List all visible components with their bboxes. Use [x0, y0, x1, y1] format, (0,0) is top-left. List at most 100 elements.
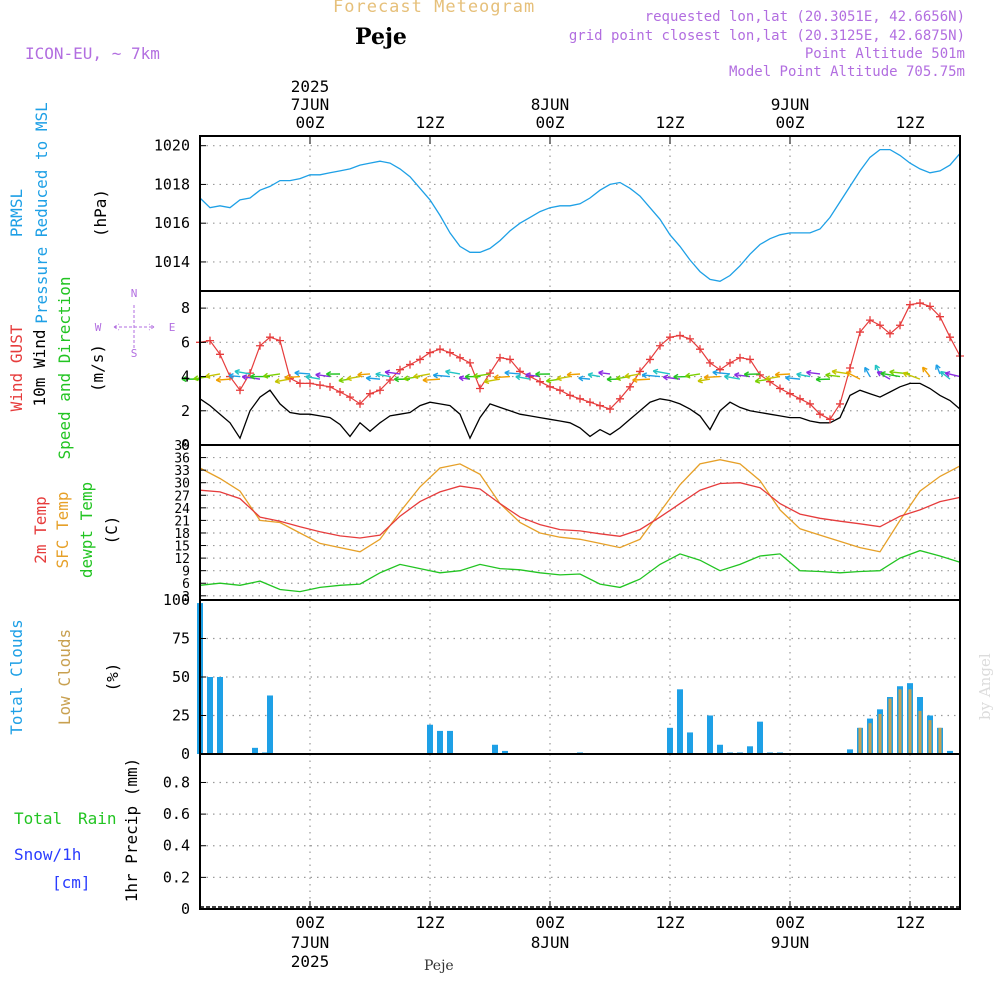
wind-gust-point	[646, 355, 654, 364]
info-point-altitude: Point Altitude 501m	[804, 46, 965, 62]
wind-direction-arrowhead	[652, 368, 659, 375]
wind-direction-arrowhead	[864, 366, 870, 373]
wind-gust-point	[326, 382, 334, 391]
wind-gust-point	[766, 377, 774, 386]
wind-gust-point	[396, 365, 404, 374]
wind-direction-arrowhead	[545, 377, 552, 384]
total-cloud-bar	[217, 677, 223, 754]
y-tick-label: 21	[174, 514, 190, 529]
wind-direction-arrowhead	[234, 369, 240, 375]
wind-direction-arrow	[305, 375, 321, 380]
y-tick-label: 4	[181, 368, 190, 386]
wind-gust-point	[386, 375, 394, 384]
y-tick-label: 1016	[154, 214, 190, 232]
wind-direction-arrow	[796, 373, 811, 378]
top-hour-label: 00Z	[776, 113, 805, 132]
wind-direction-arrow	[515, 375, 531, 380]
wind-gust-point	[846, 364, 854, 372]
wind-direction-arrow	[228, 374, 241, 378]
wind-gust-point	[336, 387, 344, 396]
wind-direction-arrow	[205, 373, 221, 378]
top-hour-label: 00Z	[536, 113, 565, 132]
y-tick-label: 15	[174, 540, 190, 555]
wind-direction-arrow	[234, 370, 251, 375]
wind-direction-arrowhead	[921, 366, 928, 373]
wind-direction-arrowhead	[876, 371, 883, 377]
low-cloud-bar	[878, 713, 882, 754]
wind-gust-point	[596, 401, 604, 410]
wind-gust-point	[296, 379, 304, 388]
total-cloud-bar	[427, 724, 433, 754]
wind-gust-point	[626, 382, 634, 391]
top-date-label: 7JUN	[291, 95, 330, 114]
wind-gust-point	[256, 341, 264, 350]
wind-gust-point	[366, 389, 374, 398]
wind-gust-point	[886, 329, 894, 338]
wind-gust-point	[416, 355, 424, 364]
y-tick-label: 39	[174, 439, 190, 454]
wind-direction-arrowhead	[673, 373, 679, 380]
wind-direction-arrow	[413, 373, 431, 378]
y-tick-label: 0	[181, 900, 190, 918]
wind-direction-arrowhead	[473, 372, 479, 379]
top-hour-label: 00Z	[296, 113, 325, 132]
wind-direction-arrow	[375, 373, 391, 378]
wind-direction-arrow	[653, 370, 671, 375]
wind-direction-arrow	[422, 378, 441, 381]
2m-temp-line	[199, 482, 961, 539]
total-cloud-bar	[707, 715, 713, 754]
wind-gust-label: Wind GUST	[7, 324, 26, 411]
info-grid-point: grid point closest lon,lat (20.3125E, 42…	[568, 28, 965, 44]
pressure-label-2: Pressure Reduced to MSL	[32, 102, 51, 324]
wind-direction-arrow	[473, 373, 491, 378]
wind-direction-arrowhead	[525, 372, 531, 379]
bottom-hour-label: 00Z	[776, 913, 805, 932]
wind-direction-arrowhead	[765, 375, 771, 382]
wind-label: 10m Wind	[30, 329, 49, 406]
wind-direction-arrow	[902, 372, 921, 380]
wind-direction-arrow	[642, 374, 661, 378]
total-cloud-bar	[757, 721, 763, 754]
wind-gust-point	[726, 358, 734, 367]
wind-direction-arrow	[263, 373, 281, 378]
wind-direction-arrowhead	[250, 373, 256, 380]
wind-direction-arrow	[935, 364, 941, 375]
wind-direction-arrowhead	[403, 375, 409, 382]
wind-direction-arrow	[346, 375, 361, 380]
bottom-hour-label: 12Z	[656, 913, 685, 932]
model-label: ICON-EU, ~ 7km	[25, 44, 160, 63]
wind-direction-arrow	[922, 366, 931, 377]
info-model-altitude: Model Point Altitude 705.75m	[728, 64, 965, 80]
wind-direction-arrowhead	[889, 369, 895, 376]
top-date-label: 9JUN	[771, 95, 810, 114]
wind-gust-point	[606, 405, 614, 414]
y-tick-label: 8	[181, 299, 190, 317]
y-tick-label: 0	[181, 436, 190, 454]
wind-direction-arrow	[216, 378, 231, 381]
wind-gust-point	[566, 391, 574, 400]
total-cloud-bar	[447, 730, 453, 754]
wind-gust-point	[796, 394, 804, 403]
wind-gust-point	[216, 350, 224, 359]
total-cloud-bar	[687, 732, 693, 754]
wind-direction-arrowhead	[193, 375, 199, 382]
compass-rose-icon	[113, 305, 155, 349]
compass-s: S	[131, 347, 138, 360]
wind-gust-point	[476, 384, 484, 393]
wind-direction-arrowhead	[556, 375, 562, 382]
wind-gust-point	[206, 336, 214, 345]
wind-direction-arrowhead	[712, 369, 718, 376]
y-tick-label: 3	[182, 590, 190, 605]
wind-direction-arrowhead	[796, 371, 802, 378]
wind-direction-arrow	[704, 375, 721, 379]
wind-gust-point	[916, 298, 924, 307]
info-requested: requested lon,lat (20.3051E, 42.6656N)	[644, 9, 965, 25]
wind-direction-arrowhead	[587, 372, 594, 379]
snow-label: Snow/1h	[14, 845, 81, 864]
wind-direction-arrowhead	[338, 377, 344, 384]
wind-direction-arrow	[567, 373, 581, 376]
low-cloud-bar	[938, 727, 942, 754]
total-cloud-bar	[437, 730, 443, 754]
bottom-hour-label: 12Z	[896, 913, 925, 932]
wind-direction-arrow	[445, 370, 461, 375]
